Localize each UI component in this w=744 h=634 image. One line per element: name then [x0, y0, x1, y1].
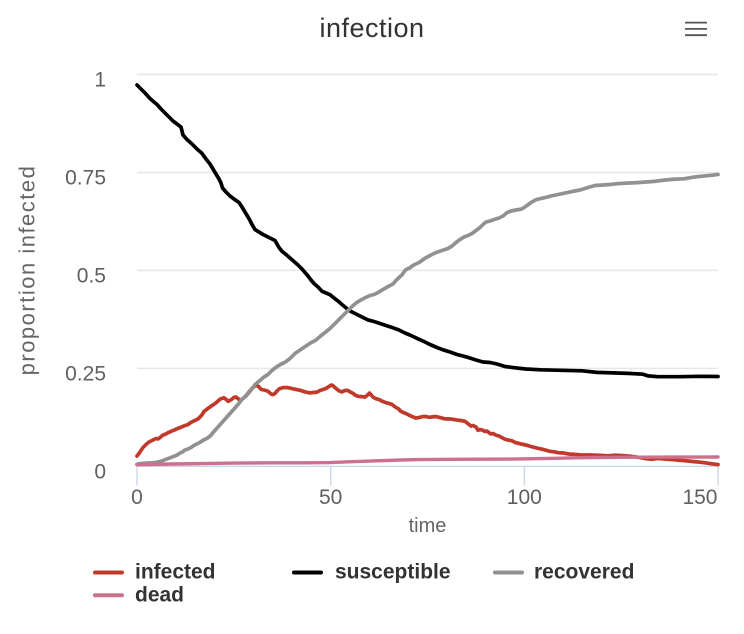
svg-text:50: 50 — [319, 486, 342, 509]
svg-text:0: 0 — [94, 460, 106, 483]
svg-text:susceptible: susceptible — [335, 560, 451, 583]
svg-text:0.75: 0.75 — [65, 167, 106, 190]
svg-text:recovered: recovered — [534, 560, 634, 583]
svg-text:proportion infected: proportion infected — [15, 165, 40, 376]
svg-text:100: 100 — [507, 486, 542, 509]
svg-text:time: time — [409, 515, 447, 537]
svg-text:infected: infected — [135, 560, 216, 583]
svg-text:0: 0 — [131, 486, 143, 509]
svg-text:150: 150 — [682, 486, 717, 509]
svg-text:dead: dead — [135, 583, 184, 606]
svg-text:infection: infection — [319, 13, 424, 43]
svg-text:0.5: 0.5 — [77, 264, 106, 287]
svg-text:1: 1 — [94, 69, 106, 92]
svg-text:0.25: 0.25 — [65, 362, 106, 385]
